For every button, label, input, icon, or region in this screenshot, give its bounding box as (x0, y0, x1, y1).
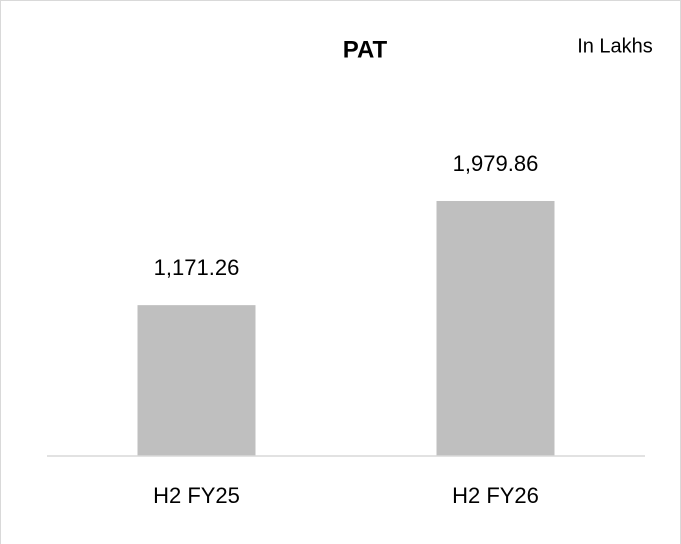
chart-title: PAT (343, 36, 388, 63)
data-label: 1,171.26 (154, 255, 240, 280)
data-label: 1,979.86 (453, 151, 539, 176)
x-tick-label: H2 FY26 (452, 483, 539, 508)
bar (436, 200, 555, 456)
chart-subtitle: In Lakhs (577, 35, 653, 57)
bar (137, 305, 256, 456)
x-tick-label: H2 FY25 (153, 483, 240, 508)
